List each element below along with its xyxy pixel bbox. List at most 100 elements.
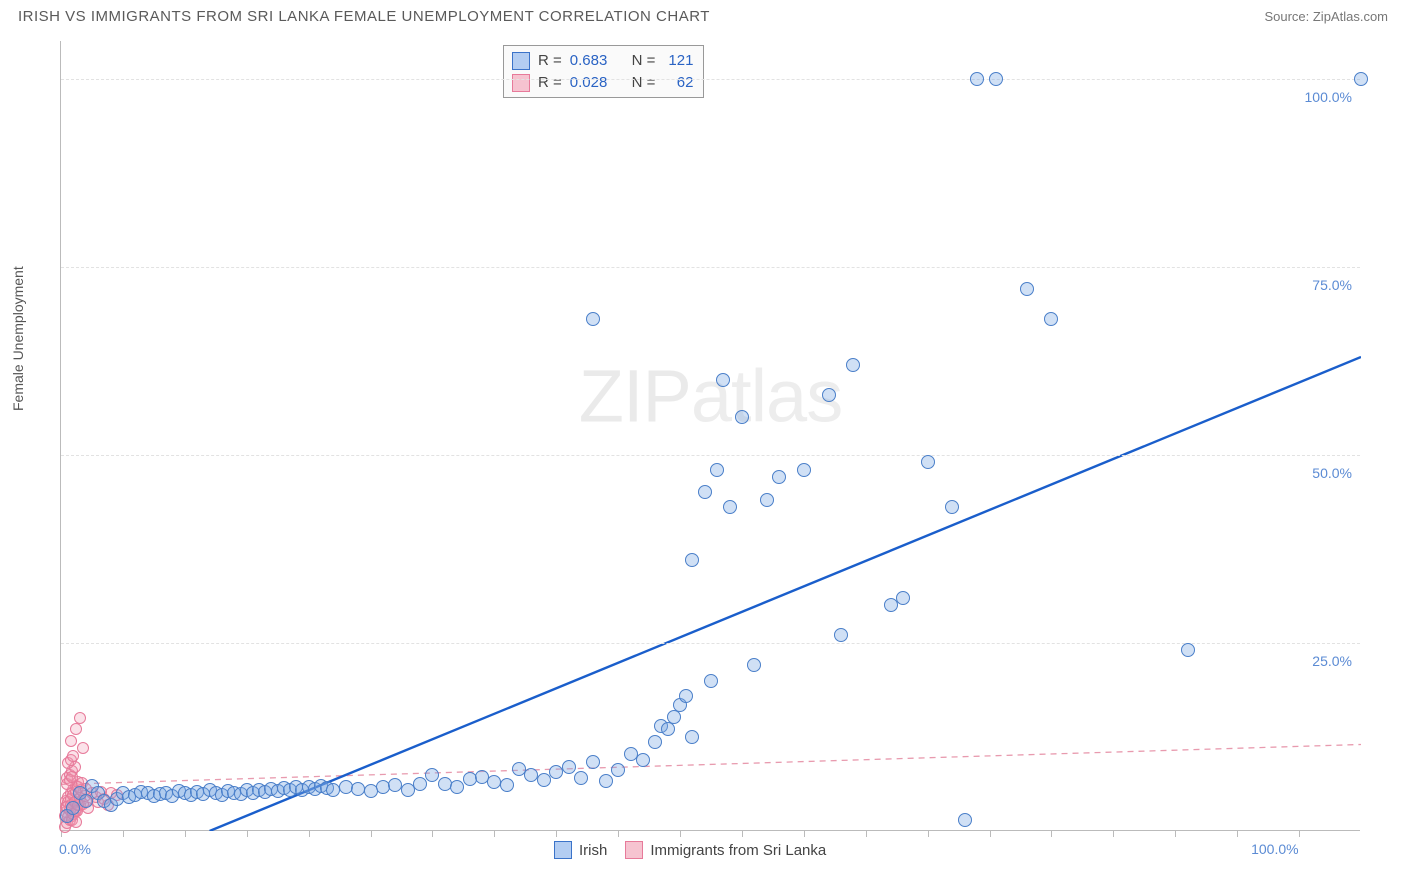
y-tick-label: 50.0% [1312,465,1352,481]
point-irish [679,689,693,703]
point-irish [611,763,625,777]
y-tick-label: 100.0% [1305,89,1352,105]
stat-n-label: N = [632,50,656,72]
x-tick-mark [309,831,310,837]
point-irish [586,312,600,326]
point-irish [760,493,774,507]
legend-swatch [625,841,643,859]
x-tick-mark [432,831,433,837]
legend-swatch [554,841,572,859]
x-tick-mark [618,831,619,837]
x-tick-label: 0.0% [59,841,91,857]
point-irish [945,500,959,514]
legend-item: Irish [554,841,607,859]
x-tick-mark [185,831,186,837]
gridline [61,643,1360,644]
point-irish [450,780,464,794]
x-tick-mark [990,831,991,837]
point-irish [574,771,588,785]
gridline [61,79,1360,80]
point-irish [487,775,501,789]
point-irish [586,755,600,769]
point-irish [685,553,699,567]
point-irish [500,778,514,792]
point-irish [1020,282,1034,296]
stat-n-value: 121 [663,50,693,72]
x-tick-mark [866,831,867,837]
point-irish [636,753,650,767]
point-irish [351,782,365,796]
y-axis-label: Female Unemployment [10,266,26,411]
x-tick-mark [742,831,743,837]
stat-r-value: 0.683 [570,50,608,72]
stats-row: R = 0.683 N = 121 [512,50,693,72]
point-irish [1044,312,1058,326]
legend-swatch [512,74,530,92]
point-irish [772,470,786,484]
stats-row: R = 0.028 N = 62 [512,72,693,94]
point-irish [896,591,910,605]
stat-r-value: 0.028 [570,72,608,94]
point-irish [970,72,984,86]
point-irish [685,730,699,744]
point-irish [648,735,662,749]
x-tick-mark [247,831,248,837]
stat-r-label: R = [538,72,562,94]
stat-n-value: 62 [663,72,693,94]
legend-label: Immigrants from Sri Lanka [650,842,826,859]
stat-r-label: R = [538,50,562,72]
point-srilanka [65,735,77,747]
x-tick-mark [928,831,929,837]
x-tick-mark [804,831,805,837]
point-srilanka [74,712,86,724]
point-irish [599,774,613,788]
point-irish [797,463,811,477]
x-tick-label: 100.0% [1251,841,1298,857]
y-tick-label: 75.0% [1312,277,1352,293]
point-irish [747,658,761,672]
plot-area: ZIPatlas R = 0.683 N = 121R = 0.028 N = … [60,41,1360,831]
point-irish [716,373,730,387]
point-irish [1181,643,1195,657]
point-irish [958,813,972,827]
series-legend: Irish Immigrants from Sri Lanka [554,841,826,859]
watermark: ZIPatlas [579,354,842,439]
x-tick-mark [1113,831,1114,837]
point-srilanka [70,723,82,735]
point-irish [710,463,724,477]
legend-item: Immigrants from Sri Lanka [625,841,826,859]
source-text: Source: ZipAtlas.com [1264,9,1388,24]
point-irish [661,722,675,736]
point-irish [1354,72,1368,86]
x-tick-mark [494,831,495,837]
point-irish [921,455,935,469]
point-irish [884,598,898,612]
y-tick-label: 25.0% [1312,653,1352,669]
chart-title: IRISH VS IMMIGRANTS FROM SRI LANKA FEMAL… [18,8,710,25]
point-irish [562,760,576,774]
point-srilanka [77,742,89,754]
regression-lines [61,41,1361,831]
point-irish [822,388,836,402]
gridline [61,455,1360,456]
stats-legend: R = 0.683 N = 121R = 0.028 N = 62 [503,45,704,98]
stat-n-label: N = [632,72,656,94]
point-irish [79,794,93,808]
x-tick-mark [1237,831,1238,837]
point-irish [425,768,439,782]
legend-swatch [512,52,530,70]
point-irish [413,777,427,791]
gridline [61,267,1360,268]
x-tick-mark [371,831,372,837]
x-tick-mark [680,831,681,837]
point-irish [667,710,681,724]
x-tick-mark [1175,831,1176,837]
x-tick-mark [556,831,557,837]
x-tick-mark [1051,831,1052,837]
point-irish [834,628,848,642]
point-irish [723,500,737,514]
point-irish [989,72,1003,86]
point-irish [698,485,712,499]
point-irish [735,410,749,424]
point-irish [704,674,718,688]
